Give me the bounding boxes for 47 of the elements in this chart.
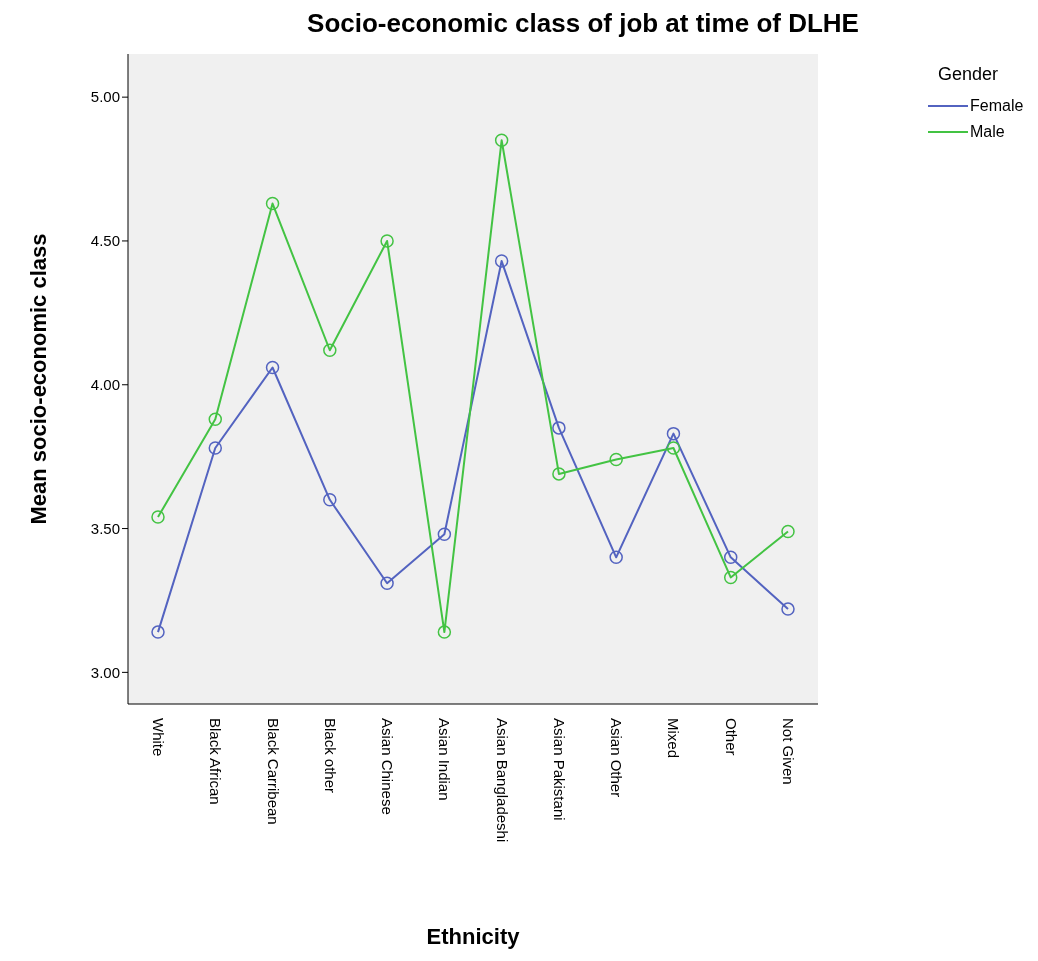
point	[552, 421, 566, 435]
point	[781, 524, 795, 539]
y-tick-label: 4.00	[90, 376, 120, 394]
x-tick-label: Asian Other	[608, 718, 626, 798]
x-tick-label: Other	[722, 718, 740, 756]
y-tick-label: 3.50	[90, 519, 120, 537]
x-tick-label: Black other	[321, 718, 339, 794]
point	[781, 602, 795, 616]
point	[723, 570, 738, 585]
x-tick-label: White	[150, 718, 167, 757]
x-tick-label: Not Given	[780, 718, 797, 785]
x-tick-label: Asian Pakistani	[550, 718, 568, 821]
point	[265, 360, 280, 375]
x-tick-label: Asian Indian	[436, 718, 454, 801]
point	[151, 625, 165, 639]
x-tick-label: Asian Chinese	[379, 718, 397, 815]
y-tick-label: 3.00	[90, 663, 120, 681]
point	[380, 576, 394, 590]
point	[323, 343, 337, 357]
x-axis-title: Ethnicity	[426, 924, 521, 949]
point	[609, 452, 623, 467]
y-axis-title: Mean socio-economic class	[25, 233, 51, 525]
point	[666, 441, 681, 455]
point	[151, 510, 165, 524]
point	[609, 550, 623, 565]
point	[723, 550, 738, 565]
point	[437, 625, 452, 639]
point	[437, 527, 452, 542]
chart-title: Socio-economic class of job at time of DLHE	[306, 8, 860, 40]
point	[494, 133, 509, 148]
x-tick-label: Asian Bangladeshi	[493, 718, 511, 843]
y-tick-label: 4.50	[90, 232, 120, 250]
point	[380, 234, 394, 248]
point	[666, 426, 681, 441]
point	[323, 493, 337, 507]
legend-label: Male	[970, 123, 1005, 141]
legend-label: Female	[970, 97, 1024, 115]
legend-title: Gender	[938, 64, 1000, 85]
point	[494, 254, 509, 268]
y-tick-label: 5.00	[90, 88, 120, 106]
point	[208, 412, 223, 427]
x-tick-label: Black African	[207, 718, 225, 805]
point	[265, 196, 280, 211]
x-tick-label: Black Carribean	[264, 718, 282, 825]
point	[208, 441, 223, 455]
point	[552, 467, 566, 481]
x-tick-label: Mixed	[665, 718, 683, 759]
